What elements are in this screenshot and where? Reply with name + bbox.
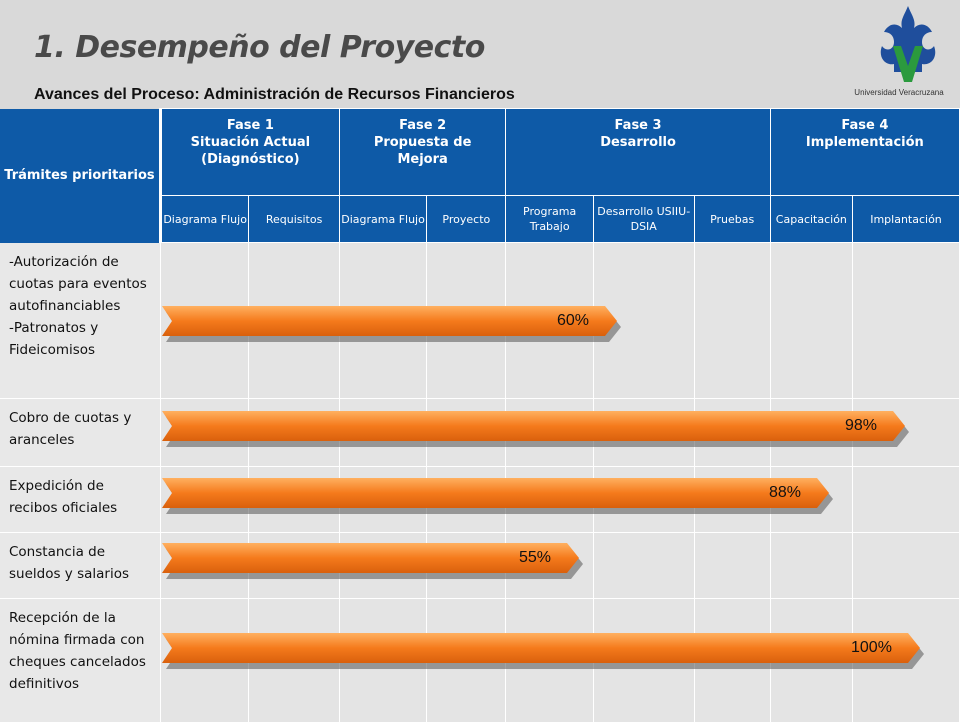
subphase-header: Proyecto xyxy=(426,195,507,243)
subphase-header: Diagrama Flujo xyxy=(338,195,428,243)
subphase-header: Capacitación xyxy=(769,195,853,243)
phase-label: Fase 3 Desarrollo xyxy=(600,118,676,150)
progress-label: 98% xyxy=(845,417,878,434)
corner-label: Trámites prioritarios xyxy=(4,167,155,183)
subphase-header: Programa Trabajo xyxy=(505,195,594,243)
phase-label: Fase 1 Situación Actual (Diagnóstico) xyxy=(190,118,311,167)
phase-header-3: Fase 3 Desarrollo xyxy=(505,108,771,196)
row-label: Expedición de recibos oficiales xyxy=(0,466,161,533)
page-subtitle: Avances del Proceso: Administración de R… xyxy=(34,86,515,103)
university-logo-icon xyxy=(880,6,936,82)
progress-label: 88% xyxy=(769,484,802,501)
phase-header-2: Fase 2 Propuesta de Mejora xyxy=(338,108,507,196)
row-label: Cobro de cuotas y aranceles xyxy=(0,398,161,467)
phase-header-1: Fase 1 Situación Actual (Diagnóstico) xyxy=(159,108,340,196)
subphase-header: Pruebas xyxy=(693,195,771,243)
subphase-header: Desarrollo USIIU-DSIA xyxy=(592,195,695,243)
progress-arrow: 60% xyxy=(162,306,621,342)
row-label: Recepción de la nómina firmada con chequ… xyxy=(0,598,161,723)
corner-header: Trámites prioritarios xyxy=(0,108,162,243)
progress-arrow: 98% xyxy=(162,411,909,447)
logo-caption: Universidad Veracruzana xyxy=(854,88,944,97)
subphase-header: Diagrama Flujo xyxy=(159,195,250,243)
progress-label: 60% xyxy=(557,312,590,329)
progress-arrow: 88% xyxy=(162,478,833,514)
phase-header-4: Fase 4 Implementación xyxy=(769,108,960,196)
subphase-header: Requisitos xyxy=(248,195,340,243)
phase-label: Fase 4 Implementación xyxy=(805,118,924,150)
phase-label: Fase 2 Propuesta de Mejora xyxy=(373,118,472,167)
row-label: Constancia de sueldos y salarios xyxy=(0,532,161,599)
progress-label: 100% xyxy=(851,639,892,656)
progress-label: 55% xyxy=(519,549,552,566)
progress-arrow: 100% xyxy=(162,633,924,669)
row-label: -Autorización de cuotas para eventos aut… xyxy=(0,242,161,399)
progress-arrow: 55% xyxy=(162,543,583,579)
page-title: 1. Desempeño del Proyecto xyxy=(34,30,485,65)
subphase-header: Implantación xyxy=(851,195,960,243)
